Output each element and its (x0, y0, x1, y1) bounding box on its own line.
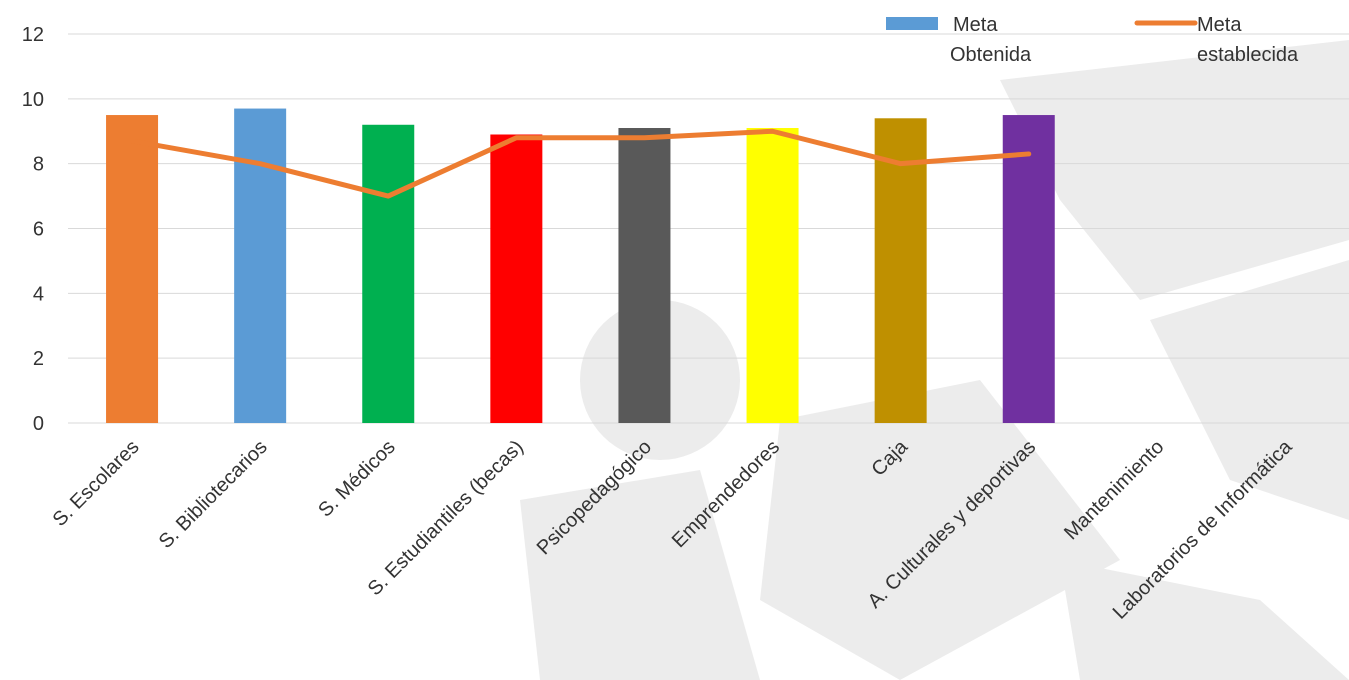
y-tick-label: 12 (22, 24, 44, 46)
x-tick-label: S. Bibliotecarios (155, 436, 272, 553)
legend: Meta Obtenida Meta establecida (886, 14, 1299, 66)
legend-label: Obtenida (950, 44, 1032, 66)
legend-label: establecida (1197, 44, 1299, 66)
x-tick-label: Mantenimiento (1060, 436, 1168, 544)
x-tick-label: S. Escolares (49, 436, 144, 531)
line-series (129, 128, 1032, 199)
x-tick-label: S. Médicos (314, 436, 400, 522)
y-tick-label: 6 (33, 219, 44, 241)
y-axis: 0 2 4 6 8 10 12 (22, 24, 44, 435)
bars (106, 108, 1055, 424)
y-tick-label: 2 (33, 348, 44, 370)
legend-label: Meta (1197, 14, 1242, 36)
legend-item: Meta establecida (1134, 14, 1299, 66)
y-tick-label: 4 (33, 283, 44, 305)
bar (490, 134, 543, 423)
bar (746, 128, 799, 423)
bar (874, 118, 927, 424)
bar (1002, 115, 1055, 424)
y-tick-label: 10 (22, 89, 44, 111)
bar (618, 128, 671, 423)
bar (362, 124, 415, 424)
y-tick-label: 0 (33, 413, 44, 435)
bar (106, 115, 159, 424)
background-watermark (520, 40, 1349, 680)
legend-swatch (886, 17, 938, 30)
bar (234, 108, 287, 423)
legend-label: Meta (953, 14, 998, 36)
legend-item: Meta Obtenida (886, 14, 1032, 66)
y-tick-label: 8 (33, 154, 44, 176)
series-line (129, 128, 1032, 199)
